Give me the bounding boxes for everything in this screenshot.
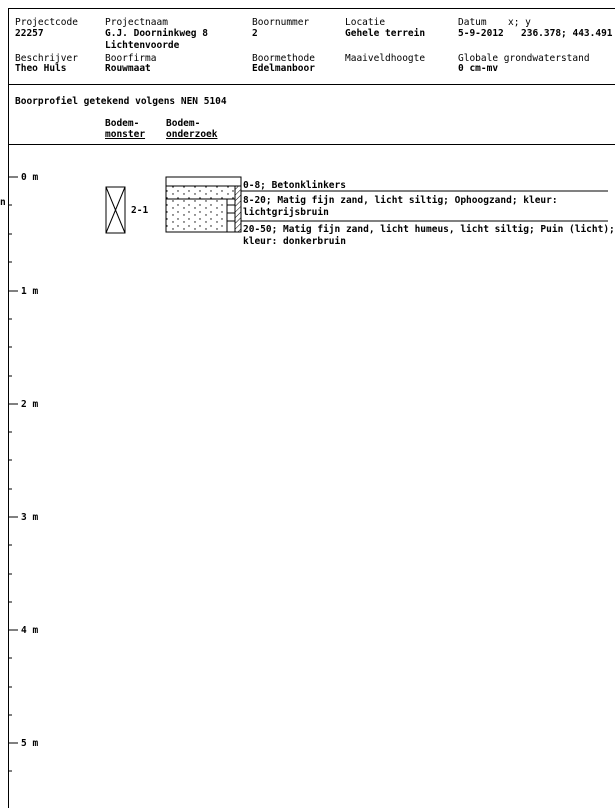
boormethode-value: Edelmanboor [252,63,315,74]
sample-label: 2-1 [131,205,149,216]
page-frame [8,8,615,808]
col-onderzoek-1: Bodem- [166,118,201,129]
layer-2-description: 8-20; Matig fijn zand, licht siltig; Oph… [243,195,558,206]
grondwaterstand-label: Globale grondwaterstand [458,53,590,64]
locatie-label: Locatie [345,17,386,28]
datum-label: Datum [458,17,487,28]
depth-label-0: 0 m [21,172,39,183]
col-monster-1: Bodem- [105,118,140,129]
projectnaam-value: G.J. Doorninkweg 8 [105,28,208,39]
layer-3-description: 20-50; Matig fijn zand, licht humeus, li… [243,224,615,235]
boormethode-label: Boormethode [252,53,315,64]
depth-label-3: 3 m [21,512,39,523]
beschrijver-label: Beschrijver [15,53,78,64]
sample-box [105,186,126,234]
locatie-value: Gehele terrein [345,28,426,39]
profile-title: Boorprofiel getekend volgens NEN 5104 [15,96,227,107]
boorfirma-value: Rouwmaat [105,63,151,74]
depth-label-1: 1 m [21,286,39,297]
col-monster-2: monster [105,129,146,140]
edge-mark: n [0,197,6,208]
projectcode-label: Projectcode [15,17,78,28]
column-header-divider [8,144,615,145]
layer-boundaries [241,190,608,222]
beschrijver-value: Theo Huls [15,63,67,74]
grondwaterstand-value: 0 cm-mv [458,63,499,74]
coords-label: x; y [508,17,531,28]
layer-2-description-2: lichtgrijsbruin [243,207,329,218]
coords-value: 236.378; 443.491 m [521,28,615,39]
depth-label-2: 2 m [21,399,39,410]
depth-label-4: 4 m [21,625,39,636]
header-divider [8,84,615,85]
boornummer-value: 2 [252,28,258,39]
depth-label-5: 5 m [21,738,39,749]
boornummer-label: Boornummer [252,17,310,28]
depth-ticks [8,176,18,772]
boorfirma-label: Boorfirma [105,53,157,64]
maaiveldhoogte-label: Maaiveldhoogte [345,53,426,64]
layer-1-description: 0-8; Betonklinkers [243,180,346,191]
layer-3-description-2: kleur: donkerbruin [243,236,346,247]
projectnaam-label: Projectnaam [105,17,168,28]
projectcode-value: 22257 [15,28,44,39]
col-onderzoek-2: onderzoek [166,129,218,140]
boring-column [165,176,242,233]
projectnaam-value-2: Lichtenvoorde [105,40,180,51]
datum-value: 5-9-2012 [458,28,504,39]
